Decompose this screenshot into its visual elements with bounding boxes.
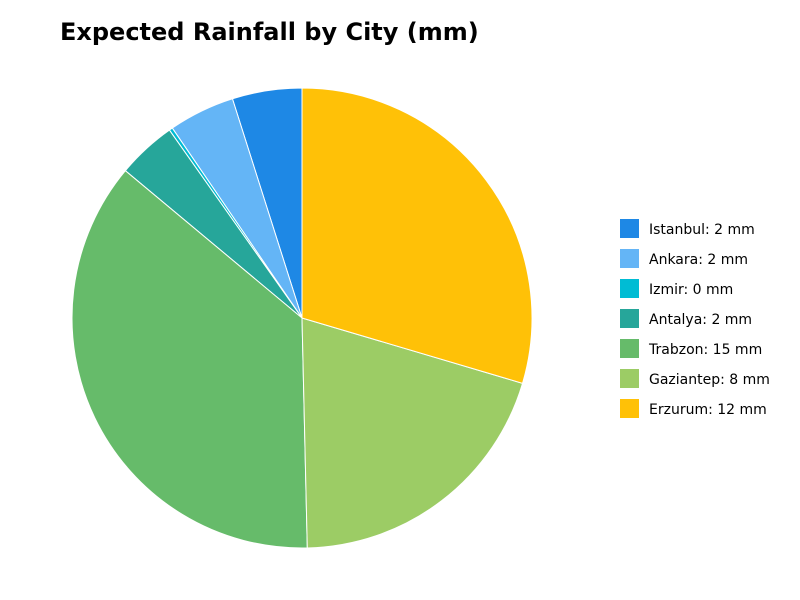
- pie-slice: [301, 317, 524, 549]
- legend-swatch: [620, 219, 639, 238]
- chart-title: Expected Rainfall by City (mm): [60, 18, 479, 46]
- legend-label: Gaziantep: 8 mm: [649, 372, 770, 388]
- pie-slice: [71, 169, 308, 549]
- legend-label: Istanbul: 2 mm: [649, 222, 755, 238]
- legend-label: Antalya: 2 mm: [649, 312, 752, 328]
- legend-label: Ankara: 2 mm: [649, 252, 748, 268]
- pie-slice: [301, 87, 533, 384]
- legend-swatch: [620, 339, 639, 358]
- legend-swatch: [620, 369, 639, 388]
- legend-swatch: [620, 399, 639, 418]
- legend-swatch: [620, 249, 639, 268]
- legend-label: Trabzon: 15 mm: [648, 342, 762, 358]
- legend-label: Erzurum: 12 mm: [649, 402, 767, 418]
- legend-swatch: [620, 279, 639, 298]
- legend-swatch: [620, 309, 639, 328]
- legend-label: Izmir: 0 mm: [649, 282, 733, 298]
